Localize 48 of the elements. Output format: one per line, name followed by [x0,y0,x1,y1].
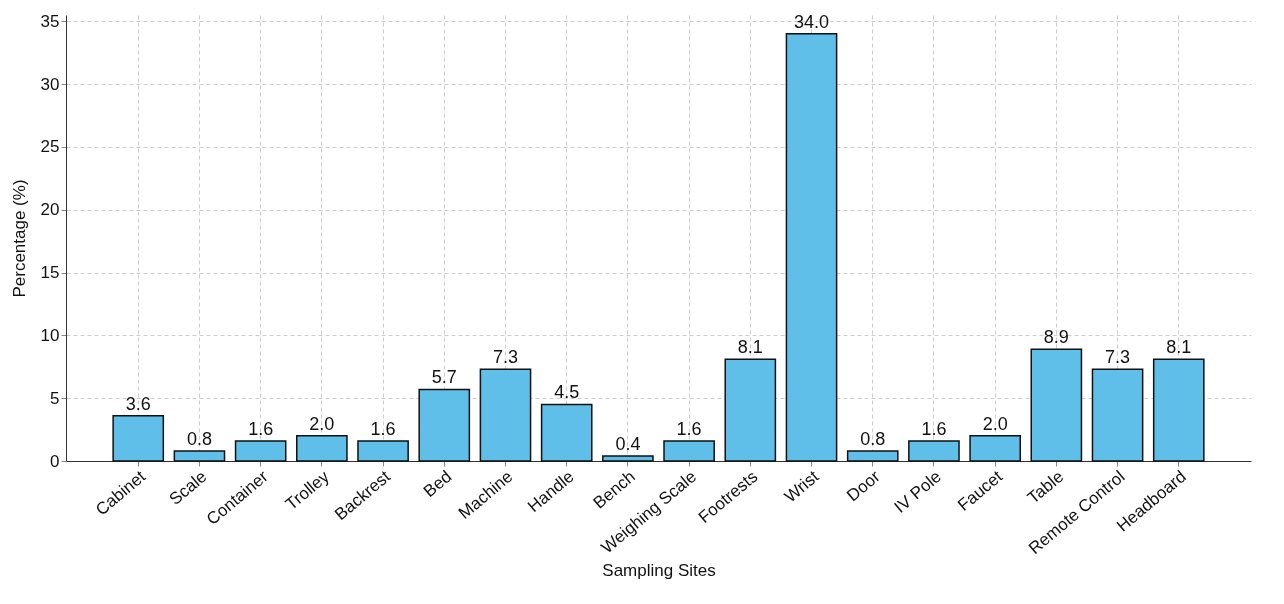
bar [969,435,1021,462]
bar [418,388,471,462]
bar [540,403,593,462]
y-tick-label: 0 [50,451,60,471]
bar [602,455,654,462]
data-label: 1.6 [248,418,274,439]
data-label: 1.6 [921,418,947,439]
x-tick-label: Bed [419,466,456,501]
bar [785,33,838,462]
bar [846,450,899,462]
bar [357,440,409,462]
data-label: 1.6 [676,418,702,439]
data-label: 8.1 [737,337,763,358]
data-label: 2.0 [982,413,1008,434]
data-label: 5.7 [431,367,457,388]
y-tick-label: 25 [40,137,60,157]
data-label: 7.3 [492,347,518,368]
data-label: 3.6 [125,393,151,414]
bar [1030,348,1083,462]
data-label: 0.4 [615,433,641,454]
bar [479,368,532,462]
data-label: 8.1 [1166,337,1192,358]
bar [112,415,165,462]
y-tick-label: 20 [40,200,60,220]
bar [173,450,226,462]
bar [724,358,777,462]
bar [908,440,960,462]
data-label: 2.0 [309,413,335,434]
bar [1152,358,1205,462]
x-tick-label: IV Pole [890,466,945,517]
data-label: 4.5 [554,382,580,403]
y-tick-label: 10 [40,325,60,345]
data-label: 1.6 [370,418,396,439]
data-label: 8.9 [1043,327,1069,348]
data-label: 7.3 [1105,347,1131,368]
y-axis-title: Percentage (%) [9,179,29,298]
y-tick-label: 5 [50,388,60,408]
y-tick-label: 30 [40,74,60,94]
bar [296,435,348,462]
data-label: 34.0 [794,11,830,32]
y-tick-label: 35 [40,11,60,31]
x-axis-title: Sampling Sites [602,561,716,581]
bar [663,440,715,462]
bar [234,440,287,462]
y-tick-label: 15 [40,263,60,283]
data-label: 0.8 [186,428,212,449]
bar [1091,368,1144,462]
data-label: 0.8 [860,428,886,449]
